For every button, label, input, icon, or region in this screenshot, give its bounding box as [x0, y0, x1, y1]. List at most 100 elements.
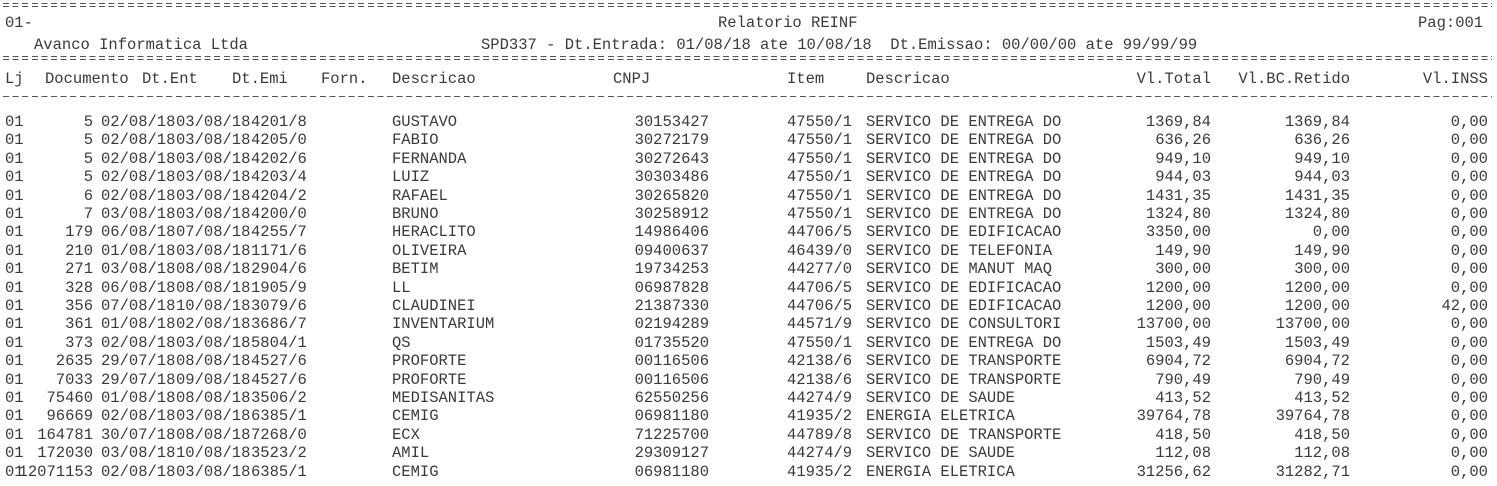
cell-documento: 96669	[46, 407, 93, 426]
separator-dashed	[3, 96, 1492, 98]
cell-vl-total: 418,50	[1155, 425, 1211, 444]
cell-item: 44571/9	[787, 315, 853, 334]
cell-cnpj: 09400637	[634, 241, 709, 260]
cell-descricao: HERACLITO	[392, 223, 476, 242]
cell-dt-ent: 01/08/18	[101, 315, 176, 334]
cell-lj: 01	[5, 333, 24, 352]
cell-forn: 3686/7	[251, 315, 307, 334]
table-row: 01 172030 03/08/18 10/08/18 3523/2 AMIL 293091…	[0, 444, 1497, 462]
cell-item: 44277/0	[787, 260, 853, 279]
cell-lj: 01	[5, 186, 24, 205]
cell-lj: 01	[5, 370, 24, 389]
cell-vl-total: 790,49	[1155, 370, 1211, 389]
cell-vl-bc-retido: 13700,00	[1275, 315, 1350, 334]
table-row: 01 12071153 02/08/18 03/08/18 6385/1 CEMIG 069…	[0, 463, 1497, 481]
col-descricao-item: Descricao	[866, 70, 950, 88]
cell-lj: 01	[5, 223, 24, 242]
cell-item: 44274/9	[787, 444, 853, 463]
cell-item: 42138/6	[787, 370, 853, 389]
col-dt-ent: Dt.Ent	[142, 70, 198, 88]
cell-cnpj: 71225700	[634, 425, 709, 444]
cell-documento: 164781	[37, 425, 93, 444]
separator-double	[3, 3, 1492, 9]
cell-vl-bc-retido: 1431,35	[1284, 186, 1350, 205]
cell-forn: 5804/1	[251, 333, 307, 352]
cell-documento: 5	[83, 113, 93, 131]
cell-vl-inss: 0,00	[1450, 425, 1488, 444]
cell-vl-bc-retido: 944,03	[1294, 168, 1350, 187]
cell-descricao: PROFORTE	[392, 370, 467, 389]
cell-forn: 1905/9	[251, 278, 307, 297]
cell-forn: 4205/0	[251, 131, 307, 150]
cell-vl-total: 149,90	[1155, 241, 1211, 260]
company-name: Avanco Informatica Ltda	[34, 36, 248, 54]
table-row: 01 75460 01/08/18 08/08/18 3506/2 MEDISANITAS…	[0, 389, 1497, 407]
cell-dt-emi: 08/08/18	[176, 352, 251, 371]
table-row: 01 7 03/08/18 03/08/18 4200/0 BRUNO 30258912 47…	[0, 205, 1497, 223]
cell-dt-emi: 03/08/18	[176, 168, 251, 187]
cell-vl-inss: 0,00	[1450, 113, 1488, 131]
cell-item: 44706/5	[787, 278, 853, 297]
cell-documento: 5	[83, 168, 93, 187]
cell-dt-emi: 03/08/18	[176, 241, 251, 260]
cell-descricao: FERNANDA	[392, 149, 467, 168]
cell-descricao: LUIZ	[392, 168, 430, 187]
cell-vl-inss: 0,00	[1450, 370, 1488, 389]
report-title: Relatorio REINF	[718, 14, 858, 32]
cell-vl-bc-retido: 31282,71	[1275, 462, 1350, 481]
cell-dt-ent: 02/08/18	[101, 186, 176, 205]
cell-forn: 4255/7	[251, 223, 307, 242]
cell-forn: 4203/4	[251, 168, 307, 187]
cell-dt-emi: 08/08/18	[176, 260, 251, 279]
cell-forn: 4204/2	[251, 186, 307, 205]
cell-vl-inss: 0,00	[1450, 352, 1488, 371]
col-vl-inss: Vl.INSS	[1422, 70, 1488, 88]
cell-cnpj: 29309127	[634, 444, 709, 463]
cell-vl-bc-retido: 1503,49	[1284, 333, 1350, 352]
cell-forn: 4202/6	[251, 149, 307, 168]
cell-item: 42138/6	[787, 352, 853, 371]
cell-descricao: CEMIG	[392, 462, 439, 481]
cell-vl-inss: 42,00	[1441, 297, 1488, 315]
table-row: 01 5 02/08/18 03/08/18 4202/6 FERNANDA 3027264…	[0, 150, 1497, 168]
cell-vl-inss: 0,00	[1450, 186, 1488, 205]
cell-vl-total: 300,00	[1155, 260, 1211, 279]
cell-vl-inss: 0,00	[1450, 168, 1488, 187]
cell-vl-total: 31256,62	[1136, 462, 1211, 481]
cell-descricao-item: SERVICO DE SAUDE	[866, 389, 1015, 407]
table-row: 01 96669 02/08/18 03/08/18 6385/1 CEMIG 069811…	[0, 407, 1497, 425]
cell-item: 44274/9	[787, 389, 853, 407]
cell-documento: 210	[65, 241, 93, 260]
cell-vl-inss: 0,00	[1450, 131, 1488, 150]
cell-cnpj: 30303486	[634, 168, 709, 187]
cell-item: 47550/1	[787, 205, 853, 223]
table-row: 01 356 07/08/18 10/08/18 3079/6 CLAUDINEI 2138…	[0, 297, 1497, 315]
cell-dt-ent: 29/07/18	[101, 352, 176, 371]
cell-descricao-item: SERVICO DE ENTREGA DO	[866, 168, 1062, 187]
cell-dt-emi: 03/08/18	[176, 131, 251, 150]
cell-dt-ent: 01/08/18	[101, 389, 176, 407]
cell-lj: 01	[5, 131, 24, 150]
cell-dt-emi: 03/08/18	[176, 462, 251, 481]
cell-descricao-item: SERVICO DE ENTREGA DO	[866, 333, 1062, 352]
cell-vl-inss: 0,00	[1450, 149, 1488, 168]
cell-lj: 01	[5, 407, 24, 426]
table-row: 01 5 02/08/18 03/08/18 4203/4 LUIZ 30303486 475…	[0, 168, 1497, 186]
cell-forn: 3506/2	[251, 389, 307, 407]
cell-vl-bc-retido: 790,49	[1294, 370, 1350, 389]
cell-cnpj: 30272643	[634, 149, 709, 168]
cell-cnpj: 30258912	[634, 205, 709, 223]
cell-forn: 3523/2	[251, 444, 307, 463]
col-vl-total: Vl.Total	[1136, 70, 1211, 88]
col-documento: Documento	[45, 70, 129, 88]
cell-dt-ent: 29/07/18	[101, 370, 176, 389]
cell-descricao: QS	[392, 333, 411, 352]
cell-documento: 12071153	[18, 462, 93, 481]
cell-documento: 179	[65, 223, 93, 242]
cell-vl-inss: 0,00	[1450, 315, 1488, 334]
cell-vl-bc-retido: 149,90	[1294, 241, 1350, 260]
cell-descricao: ECX	[392, 425, 420, 444]
cell-forn: 6385/1	[251, 407, 307, 426]
cell-descricao-item: SERVICO DE SAUDE	[866, 444, 1015, 463]
cell-forn: 2904/6	[251, 260, 307, 279]
